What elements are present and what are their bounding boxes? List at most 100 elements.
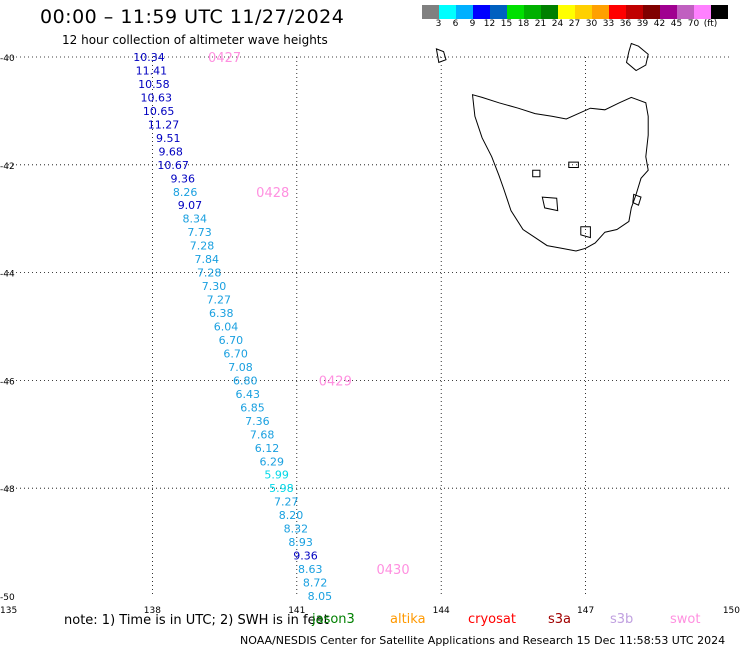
wave-height-value: 8.93 bbox=[288, 536, 313, 549]
credit-line: NOAA/NESDIS Center for Satellite Applica… bbox=[240, 634, 726, 647]
legend-label: 12 bbox=[483, 19, 496, 29]
legend-label: 36 bbox=[619, 19, 632, 29]
legend-swatch bbox=[711, 5, 728, 19]
island-coast bbox=[625, 42, 649, 72]
wave-height-legend: 3 6 9 12 15 18 21 24 27 30 33 36 39 42 45 70 (ft) bbox=[422, 5, 728, 29]
legend-swatch bbox=[456, 5, 473, 19]
time-label: 0428 bbox=[256, 186, 289, 201]
legend-swatch bbox=[660, 5, 677, 19]
legend-swatch bbox=[694, 5, 711, 19]
legend-swatch bbox=[558, 5, 575, 19]
y-tick-label: -50 bbox=[0, 593, 15, 603]
wave-height-value: 6.04 bbox=[214, 321, 239, 334]
wave-height-value: 9.36 bbox=[170, 172, 195, 185]
legend-swatch bbox=[677, 5, 694, 19]
legend-swatch bbox=[643, 5, 660, 19]
x-tick-label: 135 bbox=[0, 606, 17, 616]
wave-height-value: 8.63 bbox=[298, 563, 323, 576]
legend-swatch bbox=[626, 5, 643, 19]
island-coast bbox=[580, 226, 591, 239]
legend-swatch bbox=[507, 5, 524, 19]
wave-height-value: 10.58 bbox=[138, 78, 170, 91]
x-tick-label: 150 bbox=[723, 606, 740, 616]
wave-height-value: 5.98 bbox=[269, 482, 294, 495]
legend-label: 15 bbox=[500, 19, 513, 29]
wave-height-value: 6.70 bbox=[219, 334, 244, 347]
legend-labels: 3 6 9 12 15 18 21 24 27 30 33 36 39 42 45 70 (ft) bbox=[430, 19, 728, 29]
wave-height-value: 7.36 bbox=[245, 415, 270, 428]
legend-swatch bbox=[473, 5, 490, 19]
wave-height-value: 7.30 bbox=[202, 280, 227, 293]
legend-swatch bbox=[592, 5, 609, 19]
wave-height-value: 6.12 bbox=[255, 442, 280, 455]
wave-height-value: 7.08 bbox=[228, 361, 253, 374]
legend-label: 42 bbox=[653, 19, 666, 29]
time-label: 0429 bbox=[319, 374, 352, 389]
wave-height-value: 9.68 bbox=[158, 145, 183, 158]
legend-swatch bbox=[439, 5, 456, 19]
wave-height-value: 8.34 bbox=[183, 213, 208, 226]
wave-height-value: 7.27 bbox=[207, 294, 232, 307]
wave-height-value: 10.65 bbox=[143, 105, 175, 118]
axis-ticks: 135 138 141 144 147 150 -40 -42 -44 -46 -48 -50 bbox=[0, 54, 740, 616]
satellite-label-s3a: s3a bbox=[548, 612, 572, 627]
satellite-label-s3b: s3b bbox=[610, 612, 634, 627]
graticule bbox=[8, 56, 730, 596]
satellite-label-jason3: jason3 bbox=[312, 612, 355, 627]
legend-label: 18 bbox=[517, 19, 530, 29]
legend-swatch bbox=[524, 5, 541, 19]
legend-label: (ft) bbox=[703, 19, 718, 29]
wave-height-value: 7.68 bbox=[250, 428, 275, 441]
wave-height-value: 8.05 bbox=[308, 590, 333, 603]
island-coast bbox=[435, 48, 447, 64]
y-tick-label: -48 bbox=[0, 485, 15, 495]
y-tick-label: -44 bbox=[0, 270, 15, 280]
wave-height-value: 9.51 bbox=[156, 132, 181, 145]
legend-label: 9 bbox=[469, 19, 476, 29]
tasmania-coast bbox=[471, 94, 649, 252]
legend-swatch bbox=[490, 5, 507, 19]
legend-swatches bbox=[422, 5, 728, 19]
wave-height-value: 6.29 bbox=[260, 455, 285, 468]
wave-height-value: 6.38 bbox=[209, 307, 234, 320]
wave-height-value: 7.28 bbox=[190, 240, 215, 253]
footer-note: note: 1) Time is in UTC; 2) SWH is in fe… bbox=[64, 613, 329, 628]
legend-label: 30 bbox=[585, 19, 598, 29]
wave-height-value: 8.26 bbox=[173, 186, 198, 199]
wave-height-value: 6.70 bbox=[223, 347, 248, 360]
wave-height-value: 9.07 bbox=[178, 199, 203, 212]
wave-height-value: 7.28 bbox=[197, 267, 222, 280]
island-coast bbox=[532, 169, 541, 178]
wave-height-value: 10.34 bbox=[133, 51, 165, 64]
satellite-label-altika: altika bbox=[390, 612, 426, 627]
legend-swatch bbox=[609, 5, 626, 19]
x-tick-label: 144 bbox=[433, 606, 450, 616]
island-coast bbox=[568, 161, 579, 168]
wave-height-value: 7.73 bbox=[187, 226, 212, 239]
wave-height-value: 10.67 bbox=[157, 159, 189, 172]
legend-label: 45 bbox=[670, 19, 683, 29]
y-tick-label: -40 bbox=[0, 54, 15, 64]
wave-height-value: 11.41 bbox=[136, 64, 168, 77]
wave-height-value: 5.99 bbox=[264, 469, 289, 482]
wave-height-value: 8.32 bbox=[284, 523, 309, 536]
wave-height-value: 7.27 bbox=[274, 496, 299, 509]
satellite-track: 10.3411.4110.5810.6310.6511.279.519.6810… bbox=[133, 51, 409, 603]
wave-height-value: 6.85 bbox=[240, 401, 265, 414]
satellite-legend: jason3 altika cryosat s3a s3b swot bbox=[0, 612, 740, 630]
time-label: 0430 bbox=[377, 563, 410, 578]
y-tick-label: -46 bbox=[0, 377, 15, 387]
satellite-label-cryosat: cryosat bbox=[468, 612, 516, 627]
wave-height-value: 11.27 bbox=[148, 118, 180, 131]
x-tick-label: 141 bbox=[288, 606, 305, 616]
legend-label: 70 bbox=[687, 19, 700, 29]
legend-swatch bbox=[575, 5, 592, 19]
wave-height-value: 9.36 bbox=[293, 550, 318, 563]
legend-swatch bbox=[422, 5, 439, 19]
legend-label: 39 bbox=[636, 19, 649, 29]
y-tick-label: -42 bbox=[0, 162, 15, 172]
wave-height-value: 10.63 bbox=[141, 91, 173, 104]
time-label: 0427 bbox=[208, 51, 241, 66]
legend-swatch bbox=[541, 5, 558, 19]
